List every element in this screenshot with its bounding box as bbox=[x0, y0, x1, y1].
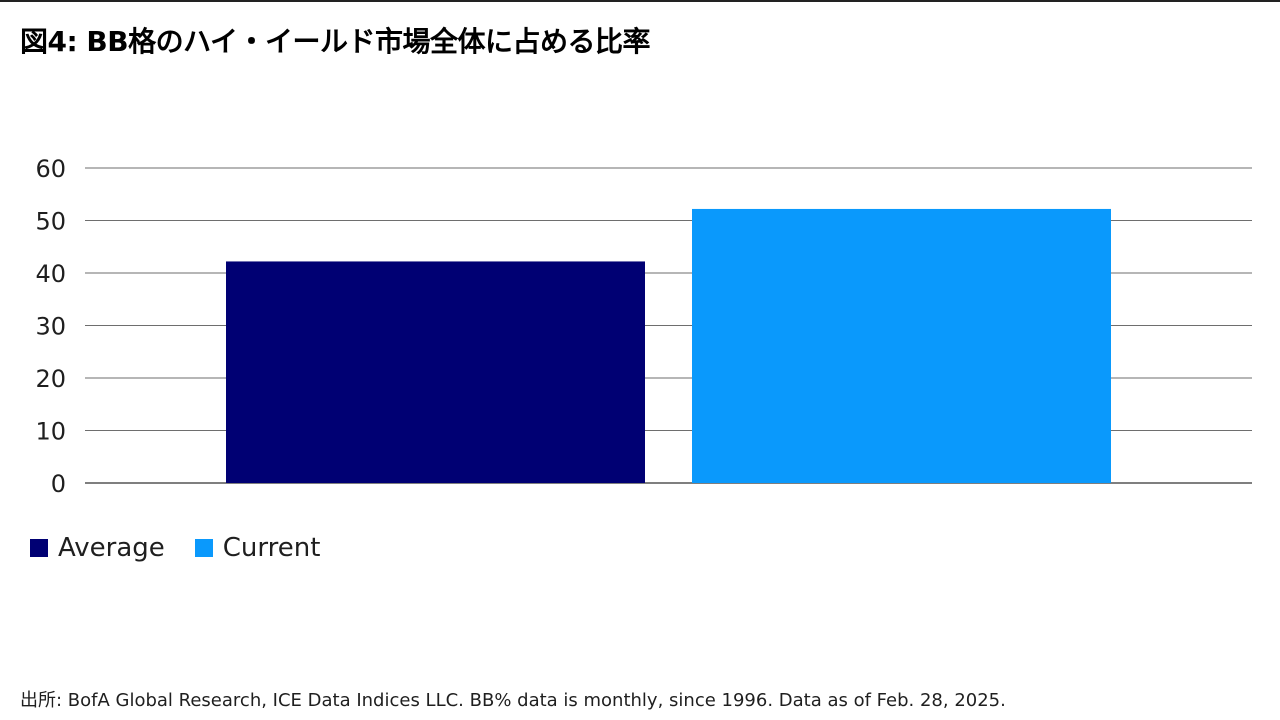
legend-label-current: Current bbox=[222, 533, 321, 563]
legend-item-average: Average bbox=[30, 533, 165, 563]
legend-swatch-current bbox=[194, 539, 213, 557]
bar-chart: 0 10 20 30 40 50 60 bbox=[35, 155, 1252, 498]
y-tick-label: 20 bbox=[35, 365, 66, 393]
y-tick-label: 10 bbox=[35, 418, 66, 446]
bar-current bbox=[692, 208, 1111, 483]
legend-item-current: Current bbox=[194, 533, 321, 563]
y-tick-label: 0 bbox=[51, 470, 66, 498]
legend-label-average: Average bbox=[58, 533, 165, 563]
legend-swatch-average bbox=[30, 539, 48, 557]
top-rule bbox=[0, 0, 1280, 2]
y-tick-label: 30 bbox=[35, 313, 66, 341]
y-tick-label: 50 bbox=[35, 208, 66, 236]
y-axis-ticks: 0 10 20 30 40 50 60 bbox=[35, 155, 66, 498]
y-tick-label: 60 bbox=[35, 155, 66, 183]
bars bbox=[226, 208, 1111, 483]
legend: Average Current bbox=[30, 533, 320, 563]
y-tick-label: 40 bbox=[35, 260, 66, 288]
chart-title: 図4: BB格のハイ・イールド市場全体に占める比率 bbox=[20, 25, 651, 58]
bar-average bbox=[226, 261, 645, 483]
source-note: 出所: BofA Global Research, ICE Data Indic… bbox=[20, 690, 1006, 711]
